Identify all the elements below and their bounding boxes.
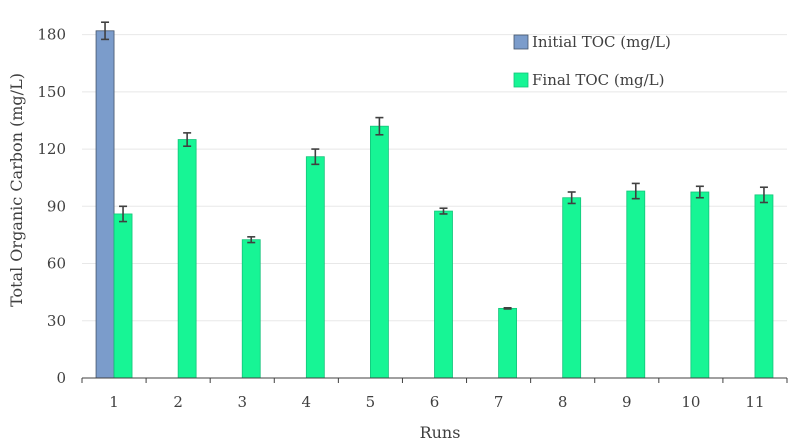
x-tick-label-10: 10 bbox=[681, 393, 700, 411]
bar-final-run-8 bbox=[562, 197, 582, 379]
bar-final-run-1 bbox=[113, 213, 133, 379]
gridlines bbox=[82, 34, 787, 322]
bar-final-run-3 bbox=[241, 239, 261, 379]
bar-final-run-7 bbox=[498, 307, 517, 379]
bar-final-run-9 bbox=[626, 190, 646, 379]
x-tick-label-4: 4 bbox=[302, 393, 312, 411]
x-tick-label-8: 8 bbox=[558, 393, 568, 411]
y-tick-label-90: 90 bbox=[47, 197, 66, 215]
x-tick-label-6: 6 bbox=[430, 393, 440, 411]
legend-swatch-final bbox=[513, 72, 529, 88]
error-bars-layer bbox=[101, 21, 768, 310]
legend-swatch-initial bbox=[513, 34, 529, 50]
y-tick-label-150: 150 bbox=[37, 83, 66, 101]
axes-layer bbox=[81, 377, 788, 383]
bar-final-run-5 bbox=[370, 125, 389, 379]
bar-final-run-6 bbox=[434, 210, 453, 379]
y-tick-label-60: 60 bbox=[47, 255, 66, 273]
x-tick-label-11: 11 bbox=[745, 393, 764, 411]
legend-label-initial: Initial TOC (mg/L) bbox=[532, 33, 671, 51]
legend: Initial TOC (mg/L) Final TOC (mg/L) bbox=[513, 33, 671, 89]
x-axis-title: Runs bbox=[420, 423, 461, 442]
x-tick-label-7: 7 bbox=[494, 393, 504, 411]
bar-initial-run-1 bbox=[95, 30, 115, 379]
x-tick-label-3: 3 bbox=[237, 393, 247, 411]
x-tick-label-1: 1 bbox=[109, 393, 119, 411]
y-tick-label-30: 30 bbox=[47, 312, 66, 330]
x-tick-label-5: 5 bbox=[366, 393, 376, 411]
bars-layer bbox=[95, 30, 774, 379]
x-tick-labels: 1 2 3 4 5 6 7 8 9 10 11 bbox=[109, 393, 764, 411]
bar-final-run-10 bbox=[690, 191, 710, 379]
bar-final-run-2 bbox=[177, 139, 197, 379]
y-axis-title: Total Organic Carbon (mg/L) bbox=[7, 73, 26, 307]
y-tick-label-180: 180 bbox=[37, 26, 66, 44]
bar-final-run-4 bbox=[305, 156, 325, 379]
y-tick-label-0: 0 bbox=[56, 369, 66, 387]
y-tick-labels: 0 30 60 90 120 150 180 bbox=[37, 26, 66, 387]
y-tick-label-120: 120 bbox=[37, 140, 66, 158]
legend-label-final: Final TOC (mg/L) bbox=[532, 71, 664, 89]
x-tick-label-2: 2 bbox=[173, 393, 183, 411]
x-tick-label-9: 9 bbox=[622, 393, 632, 411]
bar-final-run-11 bbox=[754, 194, 774, 379]
